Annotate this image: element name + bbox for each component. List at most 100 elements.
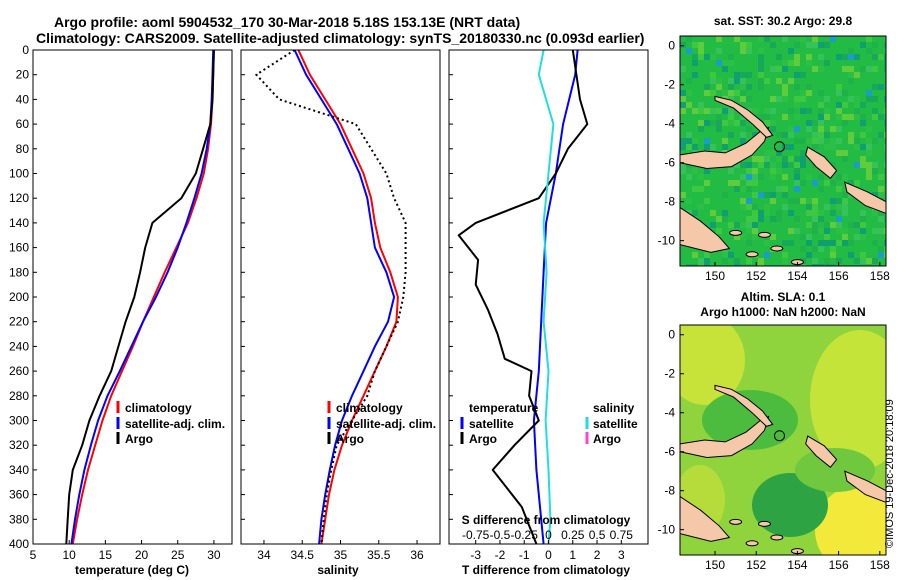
sst-cell <box>830 246 836 252</box>
sst-cell <box>728 54 734 60</box>
sst-cell <box>872 66 878 72</box>
y-tick-label: 40 <box>16 92 30 106</box>
sst-cell <box>746 240 752 246</box>
sst-cell <box>878 246 884 252</box>
map-y-tick-label: -8 <box>664 195 675 209</box>
x-tick-label: 25 <box>171 548 185 562</box>
sst-map-ticks: 150 152 154 156 158 0 -2 -4 -6 -8 -10 <box>658 39 890 283</box>
sst-cell <box>794 216 800 222</box>
sst-cell <box>686 198 692 204</box>
sst-cell <box>800 150 806 156</box>
imos-watermark: ©IMOS 19-Dec-2018 20:18:09 <box>884 399 896 548</box>
sst-cell <box>848 138 854 144</box>
sla-map-panel: Altim. SLA: 0.1 Argo h1000: NaN h2000: N… <box>658 290 890 572</box>
legend-satellite-label: satellite-adj. clim. <box>125 417 225 431</box>
sst-cell <box>860 258 866 264</box>
sst-cell <box>728 96 734 102</box>
sst-cell <box>830 138 836 144</box>
sst-cell <box>842 114 848 120</box>
sst-cell <box>758 66 764 72</box>
sla-map-subtitle: Argo h1000: NaN h2000: NaN <box>700 305 865 319</box>
sst-cell <box>716 126 722 132</box>
sst-cell <box>758 210 764 216</box>
sst-cell <box>800 36 806 42</box>
sst-cell <box>884 42 886 48</box>
sst-cell <box>788 144 794 150</box>
sst-cell <box>842 228 848 234</box>
sst-cell <box>680 102 686 108</box>
sst-cell <box>722 210 728 216</box>
sst-cell <box>740 84 746 90</box>
sst-cell <box>848 72 854 78</box>
salinity-ticks: 34 34.5 35 35.5 36 <box>241 49 424 562</box>
sst-cell <box>806 60 812 66</box>
sst-cell <box>848 66 854 72</box>
sst-cell <box>830 264 836 266</box>
sst-cell <box>824 60 830 66</box>
x2-tick-label: 0.75 <box>610 528 634 542</box>
sst-cell <box>698 42 704 48</box>
y-tick-label: 120 <box>9 191 29 205</box>
sst-cell <box>854 72 860 78</box>
land-new-ireland <box>714 95 774 138</box>
legend-satellite-label: satellite-adj. clim. <box>336 417 436 431</box>
sst-cell <box>854 258 860 264</box>
sst-cell <box>764 192 770 198</box>
sst-cell <box>848 78 854 84</box>
sst-cell <box>872 162 878 168</box>
sst-cell <box>782 132 788 138</box>
sst-cell <box>764 114 770 120</box>
sst-cell <box>698 54 704 60</box>
sst-cell <box>866 36 872 42</box>
sst-cell <box>860 42 866 48</box>
sst-cell <box>746 198 752 204</box>
sst-cell <box>716 60 722 66</box>
sst-cell <box>812 120 818 126</box>
legend-temp-satellite-label: satellite <box>469 417 514 431</box>
sst-cell <box>728 180 734 186</box>
sst-cell <box>884 36 886 42</box>
sst-cell <box>836 138 842 144</box>
sst-cell <box>680 162 686 168</box>
sst-cell <box>746 228 752 234</box>
sst-cell <box>836 204 842 210</box>
sst-cell <box>728 168 734 174</box>
sst-cell <box>824 264 830 266</box>
sst-cell <box>872 54 878 60</box>
sst-cell <box>734 78 740 84</box>
legend-temp-argo-label: Argo <box>469 432 497 446</box>
x-tick-label: 34 <box>257 548 271 562</box>
sst-cell <box>818 132 824 138</box>
sst-cell <box>848 222 854 228</box>
temperature-xlabel: temperature (deg C) <box>75 563 189 577</box>
sla-map-title: Altim. SLA: 0.1 <box>741 290 826 304</box>
sst-cell <box>776 54 782 60</box>
sst-cell <box>788 132 794 138</box>
sst-cell <box>812 210 818 216</box>
sst-cell <box>794 174 800 180</box>
sla-map-area <box>680 325 886 555</box>
sst-cell <box>818 114 824 120</box>
sst-cell <box>884 168 886 174</box>
sst-cell <box>698 126 704 132</box>
sst-cell <box>740 222 746 228</box>
sst-cell <box>698 204 704 210</box>
sst-cell <box>836 240 842 246</box>
sst-cell <box>722 108 728 114</box>
sst-cell <box>770 96 776 102</box>
sst-cell <box>824 222 830 228</box>
sst-cell <box>704 120 710 126</box>
sst-cell <box>686 36 692 42</box>
y-tick-label: 0 <box>22 43 29 57</box>
x2-tick-label: 0.25 <box>561 528 585 542</box>
sst-cell <box>782 60 788 66</box>
x-tick-label: 1 <box>569 548 576 562</box>
legend-climatology-label: climatology <box>125 401 192 415</box>
sst-cell <box>776 66 782 72</box>
map-x-tick-label: 150 <box>705 558 725 572</box>
sst-cell <box>728 120 734 126</box>
x-tick-label: -2 <box>495 548 506 562</box>
sst-cell <box>824 258 830 264</box>
sst-cell <box>764 156 770 162</box>
sst-cell <box>740 186 746 192</box>
